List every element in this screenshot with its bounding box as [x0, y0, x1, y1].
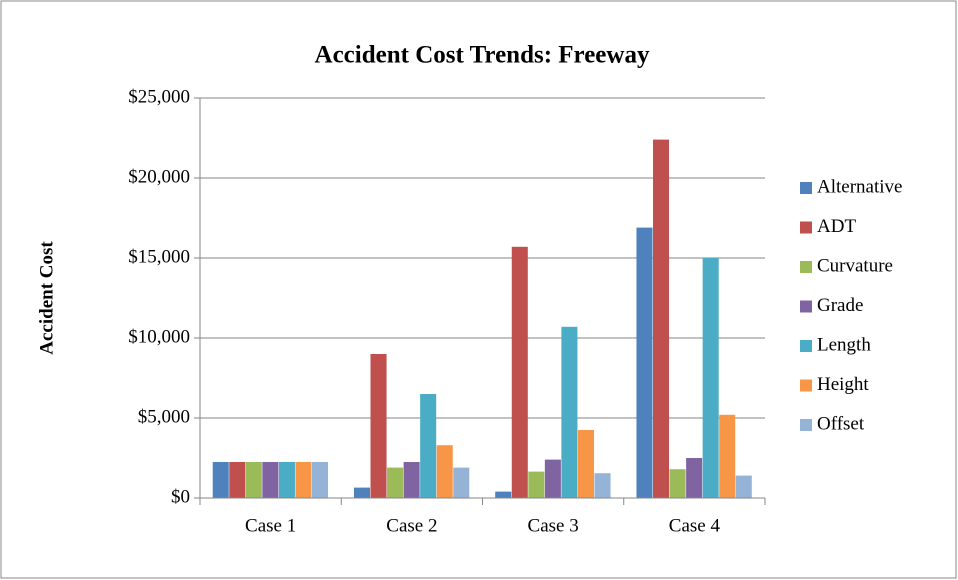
legend-label: Offset — [817, 413, 865, 434]
y-tick-label: $20,000 — [128, 166, 190, 187]
legend-swatch — [800, 300, 812, 313]
y-tick-label: $25,000 — [128, 86, 190, 107]
y-tick-label: $5,000 — [138, 406, 190, 427]
bar — [636, 227, 653, 498]
bar — [262, 462, 279, 498]
legend-label: Grade — [817, 295, 863, 316]
bar — [295, 462, 312, 498]
bar — [495, 491, 512, 498]
bar — [403, 462, 420, 498]
legend-swatch — [800, 419, 812, 431]
bar — [370, 354, 387, 498]
y-axis-label: Accident Cost — [36, 241, 57, 355]
legend-swatch — [800, 261, 812, 273]
bar — [719, 414, 736, 498]
bar — [561, 326, 578, 498]
bar — [245, 462, 262, 498]
x-tick-label: Case 2 — [386, 515, 437, 536]
bar — [229, 462, 246, 498]
bar — [353, 487, 371, 498]
legend-swatch — [800, 340, 812, 352]
bar — [420, 394, 437, 498]
legend-label: ADT — [817, 216, 856, 237]
legend-swatch — [800, 221, 812, 234]
y-tick-label: $10,000 — [128, 326, 190, 347]
x-tick-label: Case 3 — [528, 515, 579, 536]
bar — [686, 458, 703, 498]
bar — [453, 467, 470, 498]
bar — [511, 246, 528, 498]
bar — [544, 459, 561, 498]
bar — [735, 475, 752, 498]
legend-swatch — [800, 182, 812, 194]
y-tick-label: $15,000 — [128, 246, 190, 267]
y-tick-label: $0 — [171, 486, 190, 507]
bar — [702, 258, 719, 498]
legend-label: Height — [817, 374, 869, 395]
x-tick-label: Case 4 — [669, 515, 721, 536]
bar — [436, 445, 453, 498]
bar — [653, 139, 670, 498]
legend-label: Length — [817, 334, 871, 355]
chart-title: Accident Cost Trends: Freeway — [315, 42, 650, 69]
bar — [278, 462, 295, 498]
bar — [594, 473, 611, 498]
bar — [669, 469, 686, 498]
bar — [311, 462, 329, 498]
legend-label: Curvature — [817, 255, 893, 276]
legend-swatch — [800, 379, 812, 392]
bar — [387, 467, 404, 498]
bar — [577, 430, 594, 498]
bar — [528, 471, 545, 498]
legend-label: Alternative — [817, 176, 902, 197]
bar — [212, 462, 229, 498]
x-tick-label: Case 1 — [245, 515, 296, 536]
